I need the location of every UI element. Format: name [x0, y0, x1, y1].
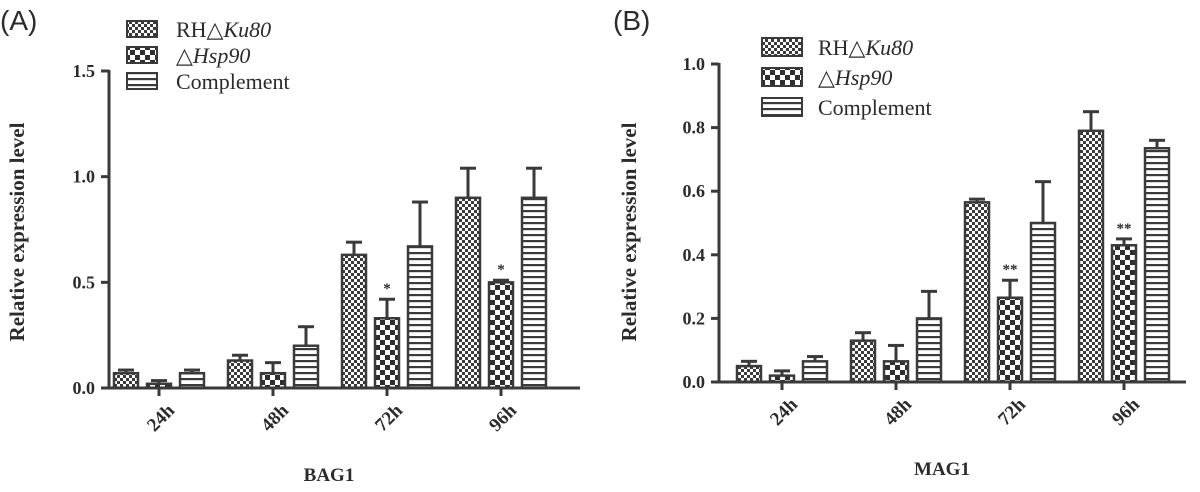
- panel-b-bar-96h-1: [1110, 244, 1138, 384]
- panel-a-x-tick-label: 48h: [257, 400, 293, 436]
- panel-b-x-tick-label: 48h: [880, 394, 916, 430]
- panel-b-y-axis-label: Relative expression level: [617, 122, 641, 341]
- panel-b-bar-72h-1: [996, 296, 1024, 384]
- panel-b-significance-mark: **: [1117, 221, 1132, 237]
- panel-b-legend-swatch: [761, 37, 803, 57]
- panel-b-bar-96h-2: [1143, 147, 1171, 384]
- panel-b-bar-48h-2: [915, 317, 943, 384]
- panel-b-bar-24h-2: [801, 360, 829, 384]
- panel-b-bar-96h-0: [1077, 129, 1105, 384]
- panel-b-x-axis-label: MAG1: [914, 459, 970, 480]
- panel-a-legend-swatch: [126, 46, 158, 64]
- panel-b: (B) Relative expression level MAG1 0.0 0.…: [613, 5, 1186, 480]
- panel-a-bar-48h-0: [226, 359, 254, 390]
- panel-a-bar-24h-0: [112, 371, 140, 390]
- panel-b-bar-72h-2: [1029, 221, 1057, 384]
- panel-a-x-tick-label: 96h: [485, 400, 521, 436]
- panel-a-bar-48h-2: [292, 344, 320, 390]
- panel-b-significance-mark: **: [1003, 262, 1018, 278]
- panel-a-x-tick-label: 24h: [143, 400, 179, 436]
- panel-a-legend-swatch: [126, 72, 158, 90]
- panel-b-y-tick-label: 0.0: [683, 372, 706, 392]
- panel-a-bar-72h-0: [340, 253, 368, 390]
- panel-a-significance-mark: *: [383, 281, 391, 297]
- panel-b-legend-label: △Hsp90: [818, 65, 892, 90]
- panel-b-legend-label: RH△Ku80: [818, 35, 913, 60]
- panel-a-y-tick-label: 1.5: [73, 61, 96, 81]
- panel-b-legend-swatch: [761, 67, 803, 87]
- panel-a-y-axis-label: Relative expression level: [5, 122, 29, 341]
- panel-b-y-tick-label: 1.0: [683, 54, 706, 74]
- panel-a-legend-label: Complement: [176, 69, 290, 94]
- panel-b-legend-label: Complement: [818, 95, 932, 120]
- panel-a-bar-96h-1: [487, 281, 515, 390]
- panel-b-y-tick-label: 0.6: [683, 181, 706, 201]
- panel-a-significance-mark: *: [497, 262, 505, 278]
- panel-a-bar-24h-2: [178, 371, 206, 390]
- panel-b-y-tick-label: 0.4: [683, 245, 706, 265]
- panel-a-x-tick-label: 72h: [371, 400, 407, 436]
- panel-b-bar-24h-0: [735, 364, 763, 384]
- panel-a-bar-72h-2: [406, 245, 434, 390]
- panel-a-y-tick-label: 0.5: [73, 272, 96, 292]
- panel-a-bar-48h-1: [259, 371, 287, 390]
- panel-b-bar-48h-1: [882, 360, 910, 384]
- panel-a-bar-96h-2: [520, 196, 548, 390]
- panel-b-label: (B): [613, 5, 650, 36]
- panel-a-legend-swatch: [126, 20, 158, 38]
- panel-a-legend-label: RH△Ku80: [176, 17, 271, 42]
- panel-b-x-tick-label: 24h: [766, 394, 802, 430]
- panel-b-bar-48h-0: [849, 339, 877, 384]
- panel-b-bar-72h-0: [963, 201, 991, 384]
- panel-a-y-tick-label: 1.0: [73, 167, 96, 187]
- panel-a-legend-label: △Hsp90: [176, 43, 250, 68]
- panel-a-x-axis-label: BAG1: [304, 465, 355, 486]
- panel-b-y-tick-label: 0.8: [683, 118, 706, 138]
- panel-a-bar-72h-1: [373, 317, 401, 390]
- panel-a: (A) Relative expression level BAG1 0.0 0.…: [0, 5, 580, 486]
- panel-b-y-tick-label: 0.2: [683, 308, 706, 328]
- panel-b-x-tick-label: 72h: [994, 394, 1030, 430]
- panel-b-legend: RH△Ku80 △Hsp90 Complement: [761, 35, 932, 120]
- panel-b-x-tick-label: 96h: [1108, 394, 1144, 430]
- panel-a-y-tick-label: 0.0: [73, 378, 96, 398]
- panel-a-bar-96h-0: [454, 196, 482, 390]
- panel-a-label: (A): [0, 5, 37, 36]
- panel-b-legend-swatch: [761, 97, 803, 117]
